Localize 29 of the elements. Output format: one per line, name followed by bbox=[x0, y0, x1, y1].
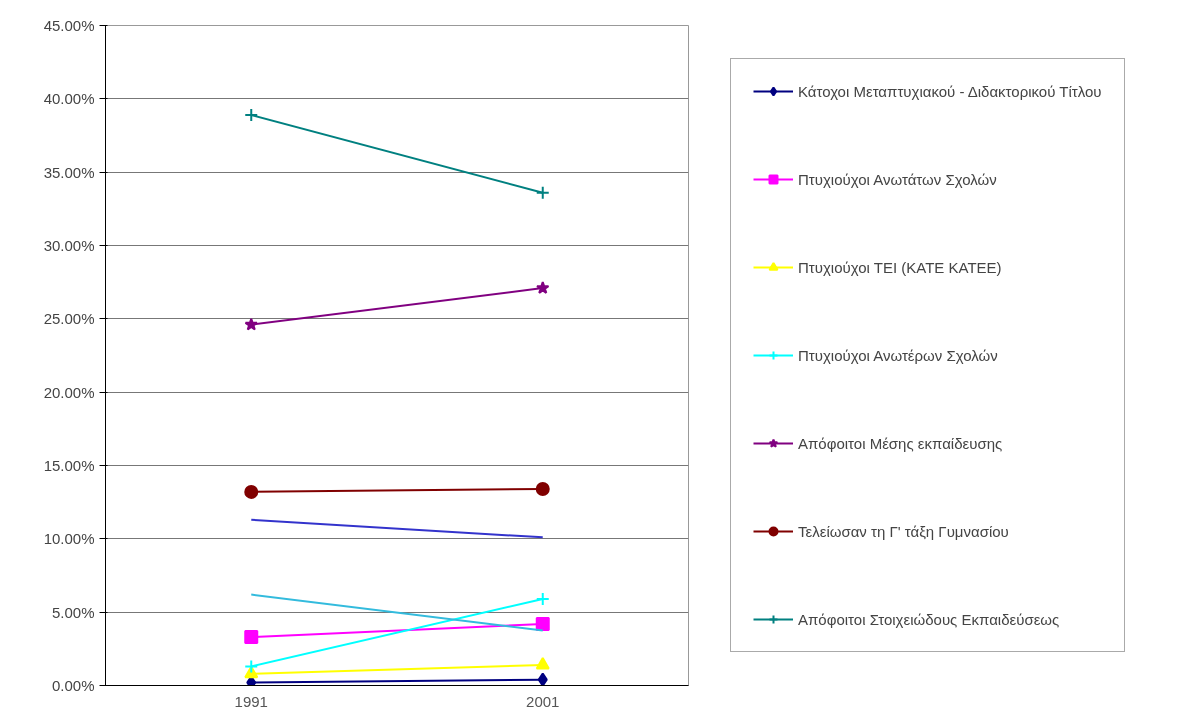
legend-label: Πτυχιούχοι Ανωτάτων Σχολών bbox=[798, 170, 997, 188]
legend-label: Πτυχιούχοι ΤΕΙ (ΚΑΤΕ ΚΑΤΕΕ) bbox=[798, 258, 1002, 276]
point bbox=[535, 185, 550, 200]
point bbox=[244, 317, 258, 331]
point bbox=[244, 107, 259, 122]
y-tick-label: 10.00% bbox=[43, 530, 95, 548]
point bbox=[536, 281, 550, 294]
legend-label: Πτυχιούχοι Ανωτέρων Σχολών bbox=[798, 346, 998, 364]
y-tick-label: 15.00% bbox=[43, 457, 95, 474]
y-tick-label: 30.00% bbox=[43, 237, 95, 254]
x-tick-label: 1991 bbox=[234, 692, 268, 710]
legend-label: Απόφοιτοι Μέσης εκπαίδευσης bbox=[798, 434, 1003, 452]
y-tick-label: 40.00% bbox=[43, 90, 95, 108]
point bbox=[537, 672, 548, 686]
legend-label: Κάτοχοι Μεταπτυχιακού - Διδακτορικού Τίτλου bbox=[798, 82, 1102, 100]
point bbox=[535, 616, 550, 631]
point bbox=[535, 591, 550, 606]
y-tick-label: 20.00% bbox=[43, 383, 95, 401]
y-tick-label: 35.00% bbox=[43, 163, 95, 181]
legend-label: Απόφοιτοι Στοιχειώδους Εκπαιδεύσεως bbox=[798, 610, 1060, 628]
point bbox=[244, 484, 259, 499]
y-tick-label: 25.00% bbox=[43, 310, 95, 328]
y-tick-label: 45.00% bbox=[43, 17, 95, 34]
legend-label: Τελείωσαν τη Γ' τάξη Γυμνασίου bbox=[798, 522, 1009, 540]
y-tick-label: 5.00% bbox=[51, 603, 95, 621]
point bbox=[244, 630, 259, 645]
x-tick-label: 2001 bbox=[526, 692, 560, 710]
point bbox=[535, 481, 550, 496]
y-tick-label: 0.00% bbox=[51, 677, 95, 694]
